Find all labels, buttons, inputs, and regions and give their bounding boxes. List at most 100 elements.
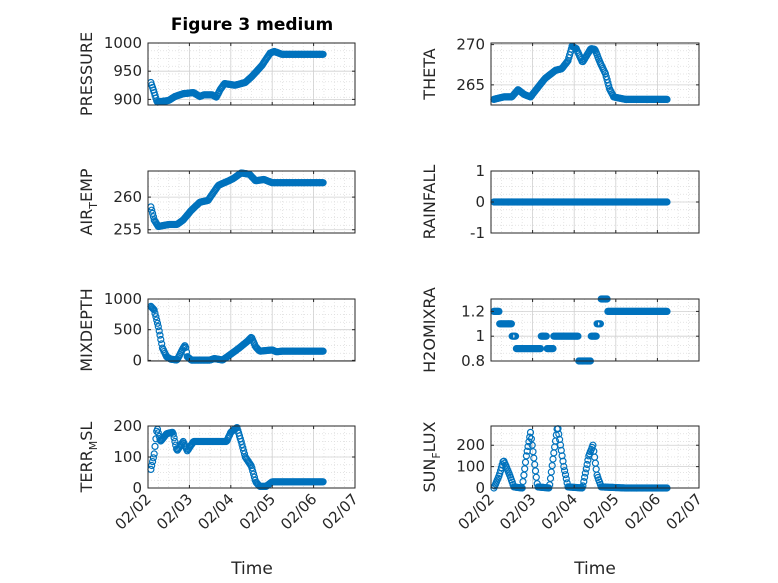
data-point [149, 305, 157, 313]
data-point [153, 319, 162, 327]
y-axis-label: PRESSURE [77, 32, 96, 116]
data-point [151, 442, 159, 450]
y-tick-label: 1000 [104, 290, 142, 308]
data-point [495, 307, 503, 315]
axes-air_temp: 255 260 AIRTEMP [77, 168, 356, 239]
axes-box [490, 425, 700, 489]
data-point [605, 82, 613, 90]
data-point [148, 461, 156, 470]
data-point [149, 213, 157, 221]
data-point [507, 320, 515, 328]
y-axis-label-part: AIR [77, 209, 96, 236]
y-tick-label: -1 [470, 224, 485, 242]
y-tick-label: 255 [113, 221, 142, 239]
axes-mixdepth: 0 500 1000 MIXDEPTH [77, 288, 356, 372]
y-axis-label-part: SL [77, 422, 96, 441]
figure-title: Figure 3 medium [171, 15, 333, 35]
data-point [580, 478, 588, 486]
data-point [511, 332, 520, 340]
data-point [524, 442, 532, 451]
y-axis-label: THETA [420, 48, 439, 100]
data-point [150, 306, 158, 314]
axes-box [147, 42, 356, 106]
data-point [522, 452, 531, 460]
data-point [319, 179, 327, 187]
y-axis-label: SUNFLUX [420, 421, 443, 492]
y-tick-label: 1.2 [461, 302, 485, 320]
data-point [248, 464, 256, 472]
data-point [149, 458, 157, 466]
data-series-theta [490, 42, 671, 104]
data-point [663, 95, 671, 104]
y-tick-label: 100 [456, 458, 485, 476]
data-point [580, 473, 589, 481]
axes-rainfall: -1 0 1 RAINFALL [420, 162, 700, 242]
data-point [663, 307, 671, 315]
data-point [170, 434, 178, 442]
y-tick-label: 500 [113, 321, 142, 339]
axes-box [490, 298, 700, 362]
data-point [171, 437, 179, 446]
y-tick-label: 100 [113, 448, 142, 466]
y-tick-label: 0 [475, 479, 485, 497]
data-point [560, 467, 569, 475]
data-point [155, 327, 163, 335]
y-axis-label-part: SUN [420, 459, 439, 493]
data-point [596, 320, 605, 328]
y-axis-label-subscript: T [87, 202, 100, 210]
data-point [563, 58, 571, 66]
data-point [157, 335, 165, 344]
y-tick-label: 270 [456, 36, 485, 54]
x-axis-label-right: Time [573, 559, 616, 579]
data-point [536, 345, 545, 353]
data-series-terr_msl [147, 424, 327, 490]
axes-theta: 265 270 THETA [420, 36, 700, 106]
y-axis-label-subscript: F [430, 452, 443, 458]
data-point [562, 475, 570, 483]
y-tick-label: 0.8 [461, 352, 485, 370]
data-point [156, 331, 164, 339]
axes-h2omixra: 0.8 1 1.2 H2OMIXRA [420, 287, 700, 373]
data-point [239, 444, 247, 452]
y-tick-label: 1 [475, 327, 485, 345]
data-point [579, 482, 587, 490]
y-tick-label: 1000 [104, 34, 142, 52]
data-point [149, 209, 157, 217]
y-tick-label: 0 [132, 479, 142, 497]
axes-box [490, 42, 700, 106]
data-point [581, 469, 590, 477]
data-point [663, 198, 671, 206]
y-tick-label: 900 [113, 90, 142, 108]
data-point [152, 313, 160, 321]
data-point [592, 332, 600, 340]
y-axis-label-subscript: M [87, 441, 100, 451]
data-point [149, 454, 157, 462]
data-point [148, 206, 156, 214]
y-axis-label: TERRMSL [77, 422, 100, 494]
y-tick-label: 0 [475, 193, 485, 211]
data-series-h2omixra [490, 295, 671, 365]
data-point [319, 478, 327, 486]
data-point [169, 430, 177, 438]
axes-pressure: 900 950 1000 PRESSURE [77, 32, 356, 116]
y-tick-label: 0 [132, 351, 142, 369]
data-point [319, 50, 327, 58]
x-axis-label-left: Time [230, 559, 273, 579]
data-series-rainfall [490, 198, 671, 206]
data-point [151, 309, 159, 317]
data-point [319, 347, 327, 355]
data-point [560, 463, 568, 471]
data-point [574, 332, 582, 340]
y-axis-label-part: EMP [77, 168, 96, 202]
y-axis-label-part: TERR [77, 450, 96, 493]
data-point [153, 316, 161, 324]
data-point [584, 456, 592, 464]
data-point [549, 345, 557, 353]
data-point [249, 467, 257, 475]
data-point [561, 471, 570, 479]
y-axis-label: MIXDEPTH [77, 288, 96, 371]
y-tick-label: 200 [456, 436, 485, 454]
y-axis-label: H2OMIXRA [420, 287, 439, 373]
